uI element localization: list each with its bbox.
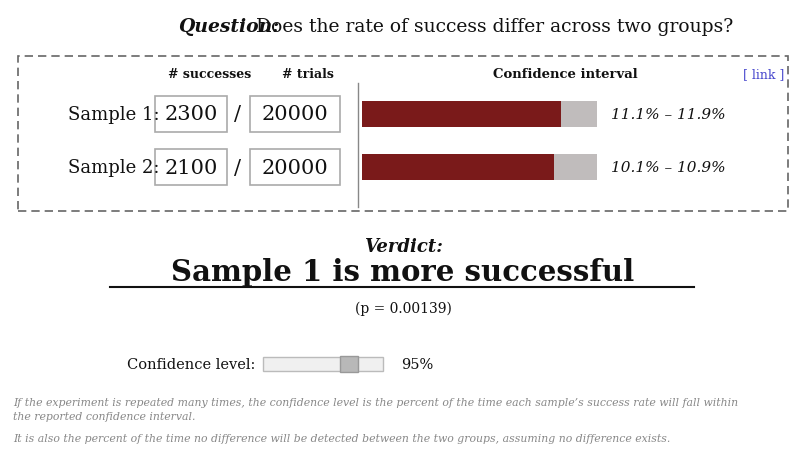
Text: 10.1% – 10.9%: 10.1% – 10.9%	[611, 161, 725, 175]
Bar	[561, 102, 597, 128]
Text: the reported confidence interval.: the reported confidence interval.	[13, 411, 196, 421]
Text: (p = 0.00139): (p = 0.00139)	[355, 301, 451, 316]
Bar	[362, 102, 561, 128]
Text: # successes: # successes	[168, 68, 251, 81]
Bar	[554, 155, 597, 181]
Text: 2300: 2300	[164, 105, 218, 124]
Text: 2100: 2100	[164, 158, 218, 177]
Text: /: /	[235, 105, 242, 124]
Text: Does the rate of success differ across two groups?: Does the rate of success differ across t…	[250, 18, 733, 36]
Text: 20000: 20000	[262, 158, 328, 177]
Text: Sample 1 is more successful: Sample 1 is more successful	[172, 257, 634, 287]
FancyBboxPatch shape	[263, 357, 383, 371]
FancyBboxPatch shape	[250, 150, 340, 186]
Text: # trials: # trials	[282, 68, 334, 81]
FancyBboxPatch shape	[250, 97, 340, 133]
Text: Question:: Question:	[178, 18, 279, 36]
FancyBboxPatch shape	[155, 150, 227, 186]
FancyBboxPatch shape	[155, 97, 227, 133]
Text: Confidence level:: Confidence level:	[127, 357, 255, 371]
Text: Verdict:: Verdict:	[364, 238, 442, 256]
Text: Sample 2:: Sample 2:	[68, 159, 160, 176]
Text: Confidence interval: Confidence interval	[492, 68, 638, 81]
Text: Sample 1:: Sample 1:	[68, 106, 160, 124]
Bar	[362, 155, 554, 181]
Text: 11.1% – 11.9%: 11.1% – 11.9%	[611, 108, 725, 122]
Text: It is also the percent of the time no difference will be detected between the tw: It is also the percent of the time no di…	[13, 433, 671, 443]
FancyBboxPatch shape	[340, 356, 359, 372]
Text: 20000: 20000	[262, 105, 328, 124]
Text: If the experiment is repeated many times, the confidence level is the percent of: If the experiment is repeated many times…	[13, 397, 738, 407]
Text: 95%: 95%	[401, 357, 434, 371]
Text: /: /	[235, 158, 242, 177]
Text: [ link ]: [ link ]	[742, 68, 784, 81]
